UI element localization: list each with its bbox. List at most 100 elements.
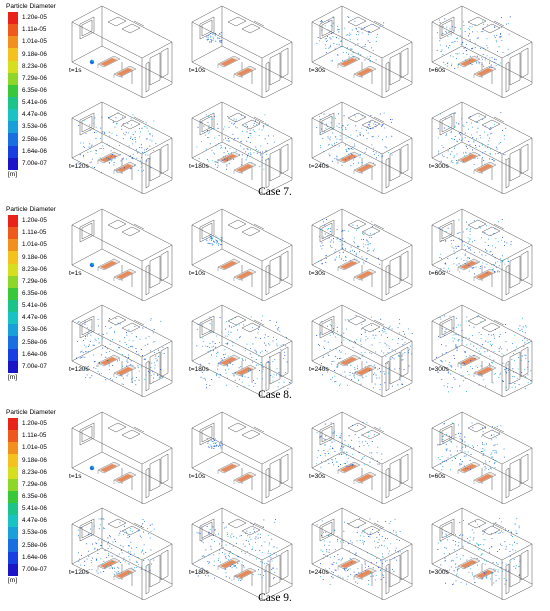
patient-beds (457, 557, 497, 580)
legend-tick-label: 7.29e-06 (22, 74, 47, 82)
room-geometry (431, 304, 533, 397)
patient-beds (97, 55, 137, 78)
legend-tick-label: 5.41e-06 (22, 302, 47, 310)
particle-cloud (76, 112, 157, 174)
particle-cloud (436, 16, 511, 69)
simulation-panel: t=120s (62, 98, 180, 194)
simulation-panel: t=300s (422, 301, 540, 397)
legend-tick-label: 6.35e-06 (22, 493, 47, 500)
time-label: t=180s (189, 569, 209, 576)
colorbar-segment (8, 551, 18, 564)
legend-tick-label: 1.20e-05 (22, 14, 47, 22)
room-geometry (311, 101, 413, 194)
room-geometry (311, 5, 413, 98)
colorbar-segment (8, 84, 18, 97)
room-geometry (431, 5, 533, 98)
patient-beds (337, 354, 377, 377)
simulation-panel: t=240s (302, 301, 420, 397)
colorbar-segment (8, 227, 18, 240)
simulation-panel: t=10s (182, 2, 300, 98)
legend-tick-label: 9.18e-06 (22, 456, 47, 464)
particle-cloud (89, 59, 95, 65)
time-label: t=300s (429, 569, 449, 576)
time-label: t=60s (429, 473, 446, 480)
time-label: t=120s (69, 163, 89, 170)
simulation-panel: t=300s (422, 504, 540, 600)
patient-beds (217, 461, 257, 484)
legend-tick-label: 1.20e-05 (22, 217, 47, 225)
patient-beds (457, 55, 497, 78)
simulation-panel: t=1s (62, 2, 180, 98)
legend-tick-label: 7.00e-07 (22, 565, 47, 573)
patient-beds (217, 354, 257, 377)
particle-cloud (436, 315, 532, 393)
simulation-panel: t=30s (302, 408, 420, 504)
colorbar-segment (8, 48, 18, 61)
particle-cloud (196, 315, 291, 389)
colorbar-segment (8, 515, 18, 528)
legend-unit: [m] (8, 171, 18, 178)
simulation-panel: t=1s (62, 205, 180, 301)
time-label: t=30s (309, 473, 326, 480)
time-label: t=60s (429, 67, 446, 74)
patient-beds (457, 151, 497, 174)
colorbar-segment (8, 348, 18, 361)
patient-beds (337, 55, 377, 78)
colorbar-segment (8, 299, 18, 313)
colorbar-segment (8, 251, 18, 264)
legend-tick-label: 4.47e-06 (22, 314, 47, 322)
simulation-panel: t=1s (62, 408, 180, 504)
legend-tick-label: 1.11e-05 (22, 229, 47, 237)
legend-tick-label: 6.35e-06 (22, 290, 47, 297)
patient-beds (217, 151, 257, 174)
particle-cloud (437, 518, 521, 585)
colorbar-segment (8, 263, 18, 276)
room-geometry (311, 411, 413, 504)
room-geometry (431, 411, 533, 504)
patient-beds (337, 258, 377, 281)
colorbar-segment (8, 430, 18, 443)
case-block: Particle Diameter 1.20e-05 1.11e-05 1.01e-0… (0, 406, 550, 609)
patient-beds (337, 151, 377, 174)
colorbar-segment (8, 96, 18, 110)
particle-cloud (206, 235, 223, 246)
time-label: t=30s (309, 270, 326, 277)
time-label: t=1s (69, 270, 82, 277)
colorbar-segment (8, 121, 18, 134)
room-geometry (311, 208, 413, 301)
particle-cloud (89, 262, 95, 268)
colorbar-segment (8, 360, 18, 373)
legend-tick-label: 2.58e-06 (22, 541, 47, 549)
legend-tick-label: 1.64e-06 (22, 553, 47, 561)
colorbar-segment (8, 527, 18, 540)
time-label: t=180s (189, 366, 209, 373)
particle-cloud (316, 112, 393, 167)
colorbar-segment (8, 490, 18, 503)
simulation-panel: t=120s (62, 301, 180, 397)
legend-tick-label: 8.23e-06 (22, 468, 47, 476)
legend-unit: [m] (8, 374, 18, 381)
room-geometry (71, 208, 173, 301)
patient-beds (337, 461, 377, 484)
patient-beds (217, 557, 257, 580)
legend-tick-label: 7.29e-06 (22, 277, 47, 285)
time-label: t=10s (189, 67, 206, 74)
time-label: t=120s (69, 569, 89, 576)
legend-tick-label: 3.53e-06 (22, 326, 47, 334)
simulation-panel: t=180s (182, 301, 300, 397)
colorbar-segment (8, 12, 18, 25)
legend-tick-label: 1.01e-05 (22, 444, 47, 452)
colorbar-segment (8, 502, 18, 516)
legend-tick-label: 2.58e-06 (22, 338, 47, 346)
room-geometry (191, 304, 293, 397)
time-label: t=300s (429, 163, 449, 170)
time-label: t=1s (69, 67, 82, 74)
legend-title: Particle Diameter (6, 409, 56, 416)
colorbar-segment (8, 72, 18, 85)
simulation-panel: t=10s (182, 205, 300, 301)
colorbar-segment (8, 563, 18, 576)
particle-cloud (77, 518, 155, 575)
legend-tick-label: 4.47e-06 (22, 111, 47, 119)
simulation-panel: t=180s (182, 504, 300, 600)
particle-cloud (196, 519, 278, 581)
